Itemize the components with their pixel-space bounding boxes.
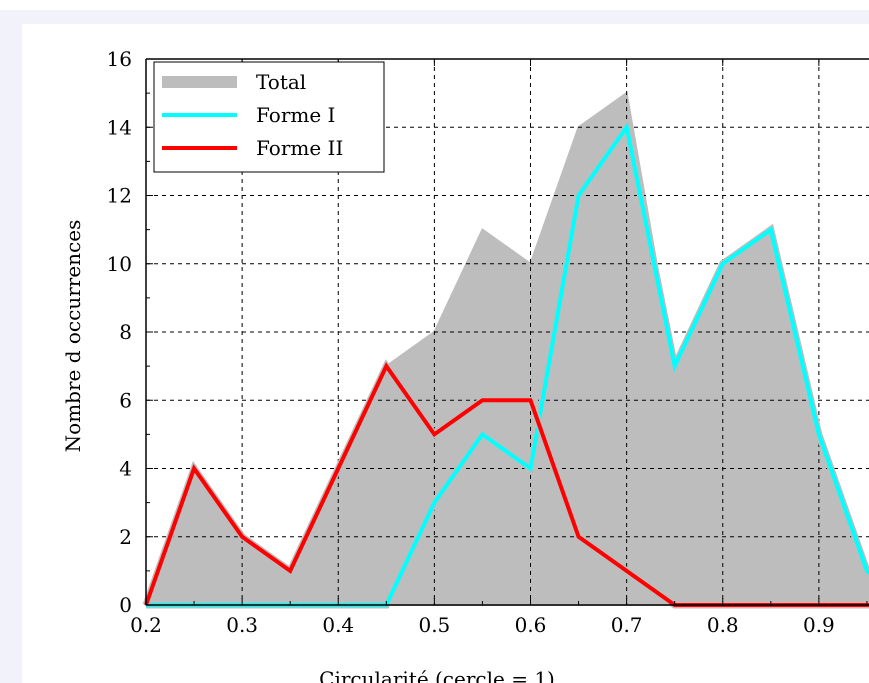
y-tick-label: 6	[119, 388, 132, 412]
legend: Total Forme I Forme II	[153, 61, 385, 173]
x-tick-label: 0.2	[130, 613, 162, 637]
chart: 0.2 0.3 0.4 0.5 0.6 0.7 0.8 0.9 0 2 4 6 8 10 12 14 16 C…	[61, 47, 869, 683]
y-tick-label: 8	[119, 320, 132, 344]
y-tick-label: 10	[107, 252, 132, 276]
x-tick-label: 0.9	[803, 613, 835, 637]
y-tick-label: 2	[119, 525, 132, 549]
y-tick-labels: 0 2 4 6 8 10 12 14 16	[107, 47, 132, 617]
x-tick-labels: 0.2 0.3 0.4 0.5 0.6 0.7 0.8 0.9	[130, 613, 835, 637]
y-tick-label: 12	[107, 184, 132, 208]
x-tick-label: 0.6	[515, 613, 547, 637]
y-tick-label: 16	[107, 47, 132, 71]
top-strip	[0, 0, 869, 10]
legend-label-forme-ii: Forme II	[256, 136, 343, 160]
figure: 0.2 0.3 0.4 0.5 0.6 0.7 0.8 0.9 0 2 4 6 8 10 12 14 16 C…	[22, 24, 869, 683]
legend-label-forme-i: Forme I	[256, 103, 335, 127]
x-tick-label: 0.4	[322, 613, 354, 637]
y-axis-label: Nombre d occurrences	[61, 220, 85, 453]
x-axis-label: Circularité (cercle = 1)	[319, 667, 555, 683]
x-tick-label: 0.8	[707, 613, 739, 637]
legend-label-total: Total	[256, 70, 306, 94]
x-tick-label: 0.5	[418, 613, 450, 637]
x-tick-label: 0.3	[226, 613, 258, 637]
y-tick-label: 14	[107, 115, 132, 139]
legend-items: Total Forme I Forme II	[162, 70, 343, 160]
y-tick-label: 4	[119, 457, 132, 481]
y-tick-label: 0	[119, 593, 132, 617]
x-tick-label: 0.7	[611, 613, 643, 637]
axes-layer	[145, 58, 869, 606]
